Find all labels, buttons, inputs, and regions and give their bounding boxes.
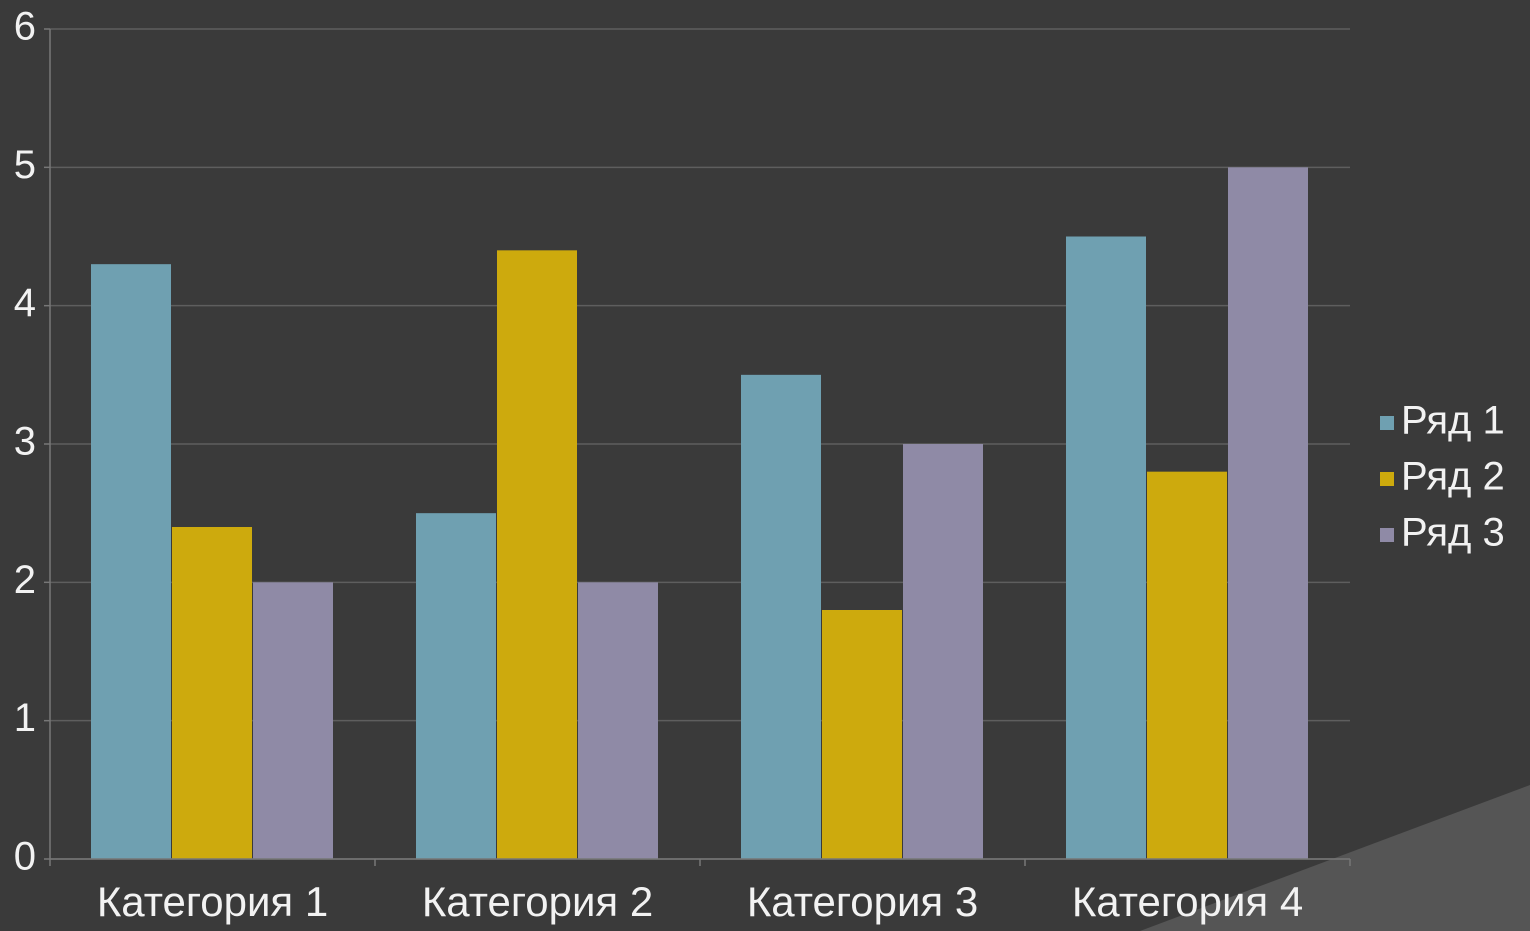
legend-label: Ряд 2 bbox=[1401, 455, 1505, 499]
bar bbox=[1147, 471, 1227, 859]
bar bbox=[903, 444, 983, 859]
corner-decoration bbox=[1140, 785, 1530, 931]
x-tick-label: Категория 1 bbox=[97, 878, 328, 925]
y-tick-label: 0 bbox=[14, 835, 36, 879]
y-tick-label: 1 bbox=[14, 696, 36, 740]
bar bbox=[1066, 236, 1146, 859]
y-tick-label: 4 bbox=[14, 281, 36, 325]
y-tick-label: 3 bbox=[14, 420, 36, 464]
bar bbox=[172, 527, 252, 859]
y-tick-label: 2 bbox=[14, 558, 36, 602]
legend-label: Ряд 3 bbox=[1401, 511, 1505, 555]
legend-swatch bbox=[1380, 472, 1394, 486]
x-tick-label: Категория 3 bbox=[747, 878, 978, 925]
bar bbox=[578, 582, 658, 859]
bar bbox=[416, 513, 496, 859]
x-tick-label: Категория 2 bbox=[422, 878, 653, 925]
x-tick-label: Категория 4 bbox=[1072, 878, 1303, 925]
y-tick-label: 6 bbox=[14, 5, 36, 49]
legend-label: Ряд 1 bbox=[1401, 399, 1505, 443]
bar bbox=[1228, 167, 1308, 860]
legend-swatch bbox=[1380, 416, 1394, 430]
y-tick-label: 5 bbox=[14, 143, 36, 187]
bar bbox=[822, 610, 902, 859]
bar bbox=[253, 582, 333, 859]
bar bbox=[497, 250, 577, 860]
legend-swatch bbox=[1380, 528, 1394, 542]
bar bbox=[91, 264, 171, 860]
bar bbox=[741, 374, 821, 859]
